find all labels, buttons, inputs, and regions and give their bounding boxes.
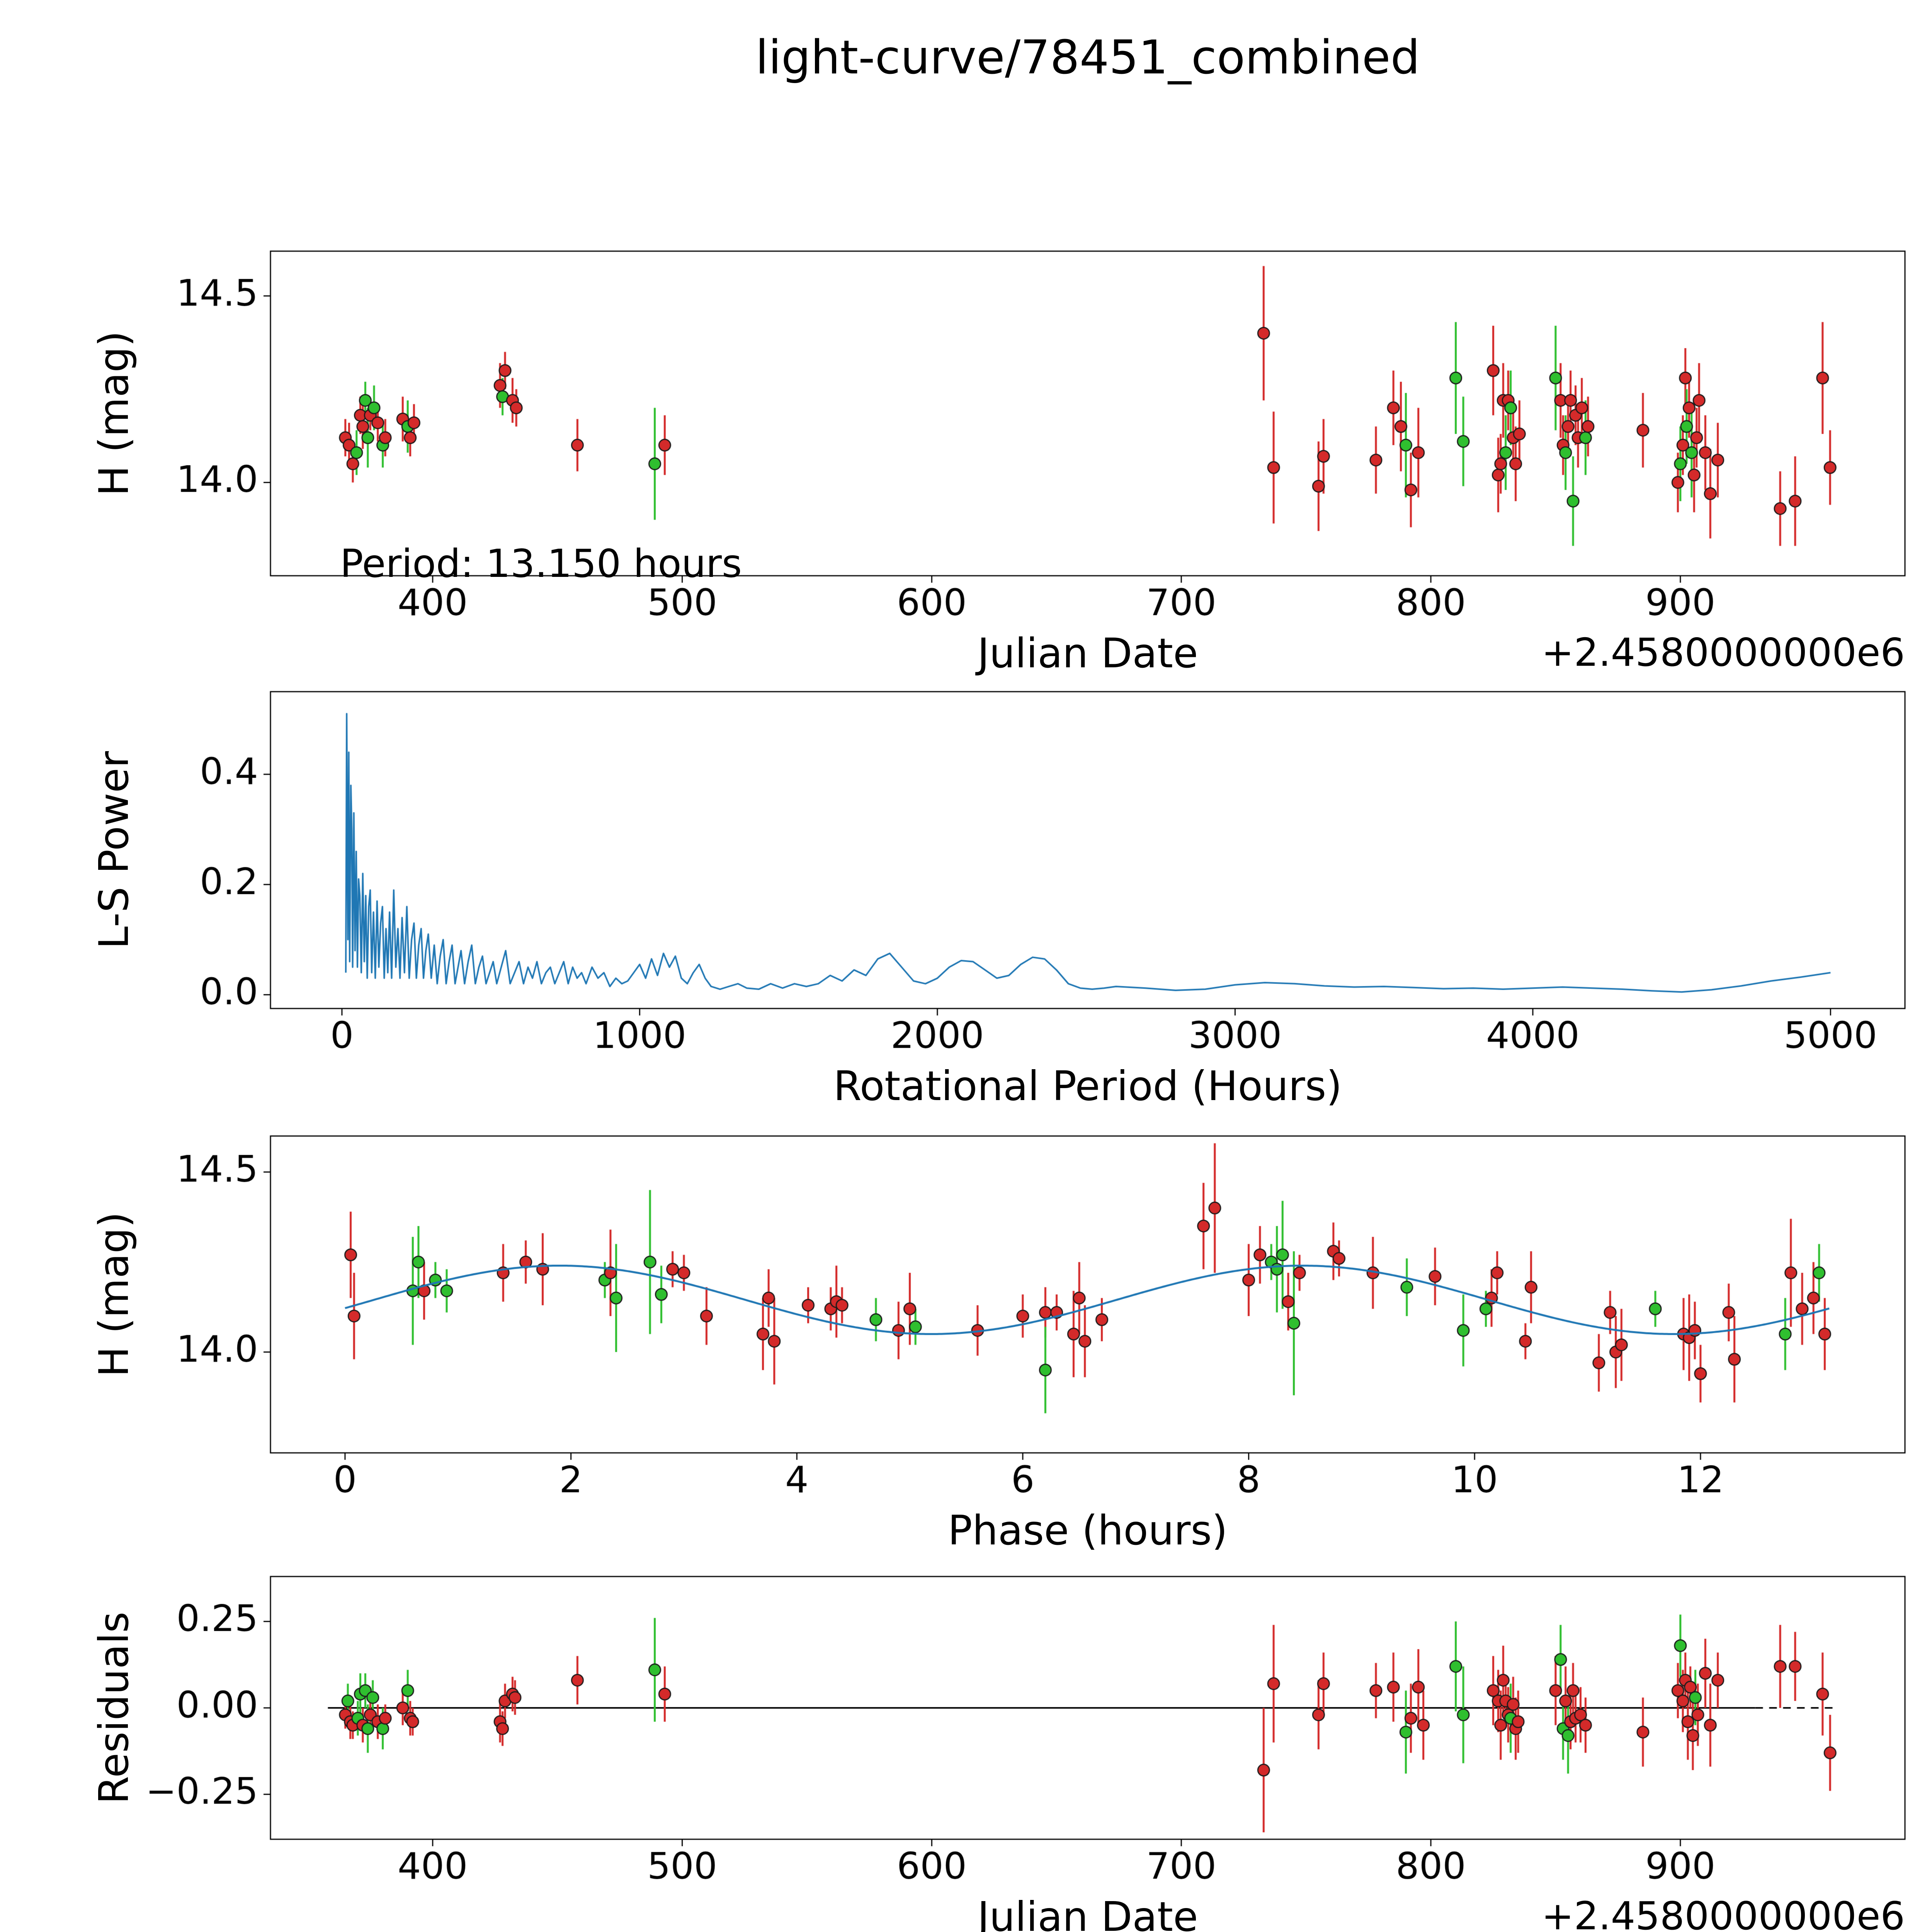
ylabel-periodogram: L-S Power	[90, 751, 138, 949]
xlabel-residuals: Julian Date	[977, 1893, 1198, 1932]
ylabel-phase: H (mag)	[90, 1212, 138, 1377]
xlabel-phase: Phase (hours)	[947, 1507, 1228, 1554]
xlabel-periodogram: Rotational Period (Hours)	[833, 1063, 1342, 1110]
ylabel-lightcurve: H (mag)	[90, 331, 138, 496]
figure-title: light-curve/78451_combined	[755, 31, 1420, 85]
xaxis-offset-residuals: +2.4580000000e6	[1541, 1893, 1905, 1932]
xlabel-lightcurve: Julian Date	[977, 630, 1198, 677]
ylabel-residuals: Residuals	[90, 1611, 138, 1804]
period-annotation: Period: 13.150 hours	[340, 541, 742, 586]
xaxis-offset-lightcurve: +2.4580000000e6	[1541, 630, 1905, 675]
